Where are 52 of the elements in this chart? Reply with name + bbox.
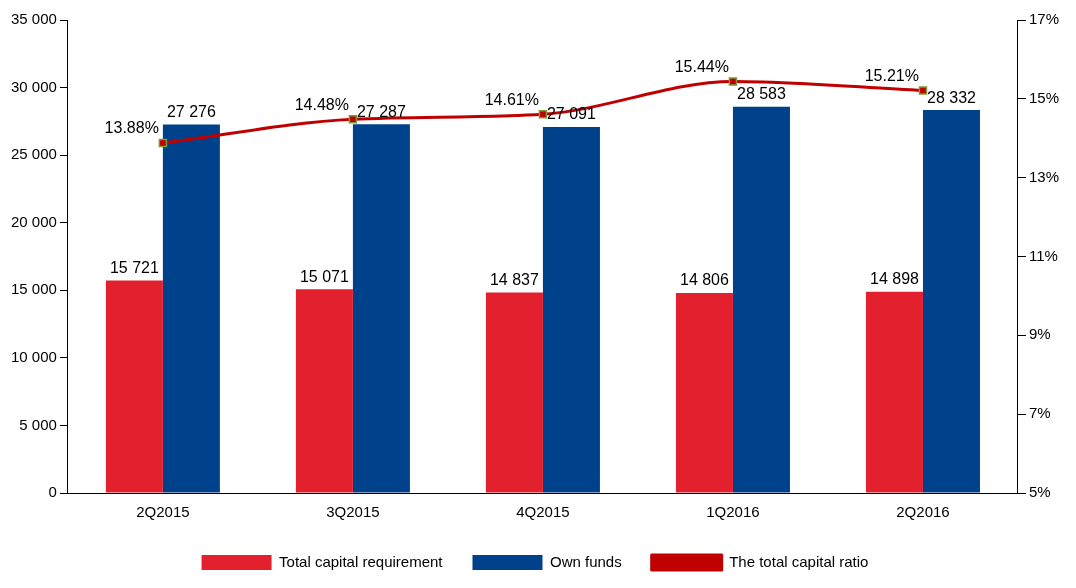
data-label: 15.44% xyxy=(674,57,729,75)
y2-tick-label: 7% xyxy=(1028,404,1051,422)
x-tick-label: 1Q2016 xyxy=(706,503,760,521)
data-label: 15 071 xyxy=(299,267,349,285)
x-tick-label: 3Q2015 xyxy=(326,503,380,521)
bar xyxy=(675,292,733,493)
legend-label: Total capital requirement xyxy=(279,552,444,570)
y-tick-label: 15 000 xyxy=(10,280,57,298)
data-label: 15.21% xyxy=(864,66,919,84)
bar xyxy=(105,280,163,493)
bar xyxy=(485,292,543,493)
y2-tick-label: 15% xyxy=(1028,88,1060,106)
y-tick-label: 10 000 xyxy=(10,348,57,365)
bar xyxy=(922,110,980,493)
y-tick-label: 30 000 xyxy=(10,77,57,95)
data-label: 28 332 xyxy=(927,88,977,106)
point xyxy=(728,77,738,86)
bar xyxy=(352,124,410,493)
bar xyxy=(732,106,790,493)
data-label: 27 276 xyxy=(166,102,216,120)
point xyxy=(348,115,358,124)
data-label: 14 898 xyxy=(870,270,920,288)
bar xyxy=(162,124,220,493)
data-label: 14 837 xyxy=(489,270,539,288)
y-tick-label: 35 000 xyxy=(10,10,57,28)
legend-label: Own funds xyxy=(549,552,622,570)
data-label: 14.48% xyxy=(294,95,349,113)
x-tick-label: 2Q2015 xyxy=(136,503,190,521)
bar xyxy=(865,291,923,493)
y-tick-label: 25 000 xyxy=(10,145,57,163)
point xyxy=(918,86,928,95)
y2-tick-label: 13% xyxy=(1028,167,1060,185)
y2-tick-label: 17% xyxy=(1028,10,1060,28)
y-tick-label: 0 xyxy=(48,483,57,501)
legend-label: The total capital ratio xyxy=(729,552,869,570)
y2-tick-label: 5% xyxy=(1028,483,1051,501)
y-tick-label: 5 000 xyxy=(19,415,57,433)
data-label: 15 721 xyxy=(109,258,159,276)
data-label: 13.88% xyxy=(104,119,159,137)
point xyxy=(538,109,548,119)
data-label: 28 583 xyxy=(736,85,787,103)
data-label: 14.61% xyxy=(484,90,539,108)
bar xyxy=(542,126,600,493)
y2-tick-label: 9% xyxy=(1028,325,1051,343)
point xyxy=(158,138,168,148)
x-tick-label: 4Q2015 xyxy=(516,503,570,521)
data-label: 27 287 xyxy=(356,102,406,120)
y2-tick-label: 11% xyxy=(1028,246,1058,264)
bar xyxy=(295,289,353,493)
y-tick-label: 20 000 xyxy=(10,212,57,230)
data-label: 14 806 xyxy=(679,271,730,289)
x-tick-label: 2Q2016 xyxy=(896,503,950,521)
